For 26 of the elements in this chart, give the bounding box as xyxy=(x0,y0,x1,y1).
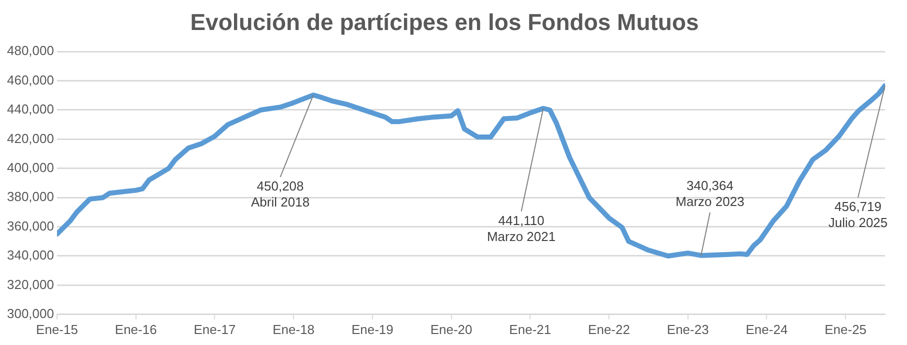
chart-title: Evolución de partícipes en los Fondos Mutuos xyxy=(190,9,699,36)
annotation: 456,719 Julio 2025 xyxy=(828,199,888,230)
x-tick-label: Ene-18 xyxy=(272,322,315,337)
annotation: 450,208 Abril 2018 xyxy=(251,178,310,210)
x-tick-label: Ene-19 xyxy=(351,322,394,337)
y-tick-label: 320,000 xyxy=(6,276,54,292)
x-tick-label: Ene-16 xyxy=(114,322,157,337)
y-tick-label: 400,000 xyxy=(6,160,54,175)
y-tick-label: 420,000 xyxy=(6,130,54,146)
annotation: 441,110 Marzo 2021 xyxy=(486,212,556,244)
y-tick-label: 440,000 xyxy=(6,102,54,117)
x-tick-label: Ene-17 xyxy=(194,322,236,337)
y-tick-label: 300,000 xyxy=(6,306,54,321)
y-tick-label: 460,000 xyxy=(6,72,54,88)
x-tick-label: Ene-20 xyxy=(430,322,472,337)
y-tick-label: 360,000 xyxy=(6,218,54,234)
x-tick-label: Ene-23 xyxy=(666,322,709,337)
y-tick-label: 380,000 xyxy=(6,189,54,204)
x-tick-label: Ene-21 xyxy=(509,322,552,337)
x-tick-label: Ene-25 xyxy=(824,322,867,337)
annotation: 340,364 Marzo 2023 xyxy=(676,178,744,210)
x-tick-label: Ene-24 xyxy=(746,322,788,337)
y-tick-label: 480,000 xyxy=(6,43,54,58)
x-tick-label: Ene-22 xyxy=(588,322,630,337)
x-tick-label: Ene-15 xyxy=(36,322,78,337)
y-tick-label: 340,000 xyxy=(6,248,54,263)
